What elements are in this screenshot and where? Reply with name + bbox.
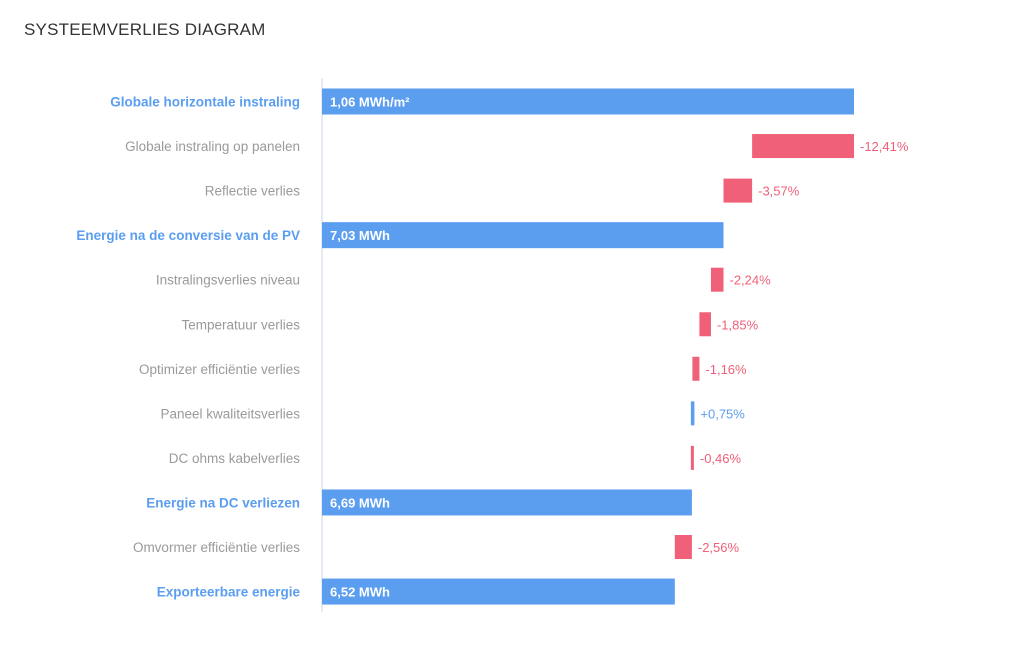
loss-bar	[752, 134, 854, 159]
delta-value-label: +0,75%	[700, 406, 745, 421]
chart-title: SYSTEEMVERLIES DIAGRAM	[24, 20, 266, 39]
delta-value-label: -2,24%	[730, 273, 772, 288]
total-bar	[322, 489, 692, 516]
category-label: Globale horizontale instraling	[110, 95, 300, 110]
total-bar	[322, 222, 724, 249]
category-label: Globale instraling op panelen	[125, 139, 300, 154]
loss-bar	[723, 178, 753, 203]
category-label: Paneel kwaliteitsverlies	[160, 406, 300, 421]
loss-bar	[699, 312, 711, 337]
total-value-label: 6,52 MWh	[330, 585, 390, 600]
total-value-label: 6,69 MWh	[330, 495, 390, 510]
category-label: Energie na de conversie van de PV	[76, 228, 300, 243]
loss-bar	[690, 445, 694, 470]
delta-value-label: -12,41%	[860, 139, 909, 154]
total-value-label: 7,03 MWh	[330, 228, 390, 243]
total-bar	[322, 578, 675, 605]
gain-bar	[690, 401, 695, 426]
total-bar	[322, 88, 854, 115]
category-label: Instralingsverlies niveau	[156, 273, 300, 288]
category-label: Energie na DC verliezen	[146, 495, 300, 510]
delta-value-label: -3,57%	[758, 184, 800, 199]
delta-value-label: -1,85%	[717, 317, 759, 332]
loss-bar	[692, 356, 700, 381]
loss-bar	[674, 535, 692, 559]
category-label: Temperatuur verlies	[181, 317, 300, 332]
delta-value-label: -1,16%	[705, 362, 747, 377]
chart-rows: Globale horizontale instraling 1,06 MWh/m…	[76, 88, 909, 605]
delta-value-label: -2,56%	[698, 540, 740, 555]
total-value-label: 1,06 MWh/m²	[330, 95, 410, 110]
delta-value-label: -0,46%	[700, 451, 742, 466]
category-label: DC ohms kabelverlies	[169, 451, 301, 466]
category-label: Omvormer efficiëntie verlies	[133, 540, 300, 555]
loss-bar	[710, 267, 724, 292]
category-label: Reflectie verlies	[205, 184, 301, 199]
category-label: Optimizer efficiëntie verlies	[139, 362, 300, 377]
category-label: Exporteerbare energie	[157, 585, 301, 600]
